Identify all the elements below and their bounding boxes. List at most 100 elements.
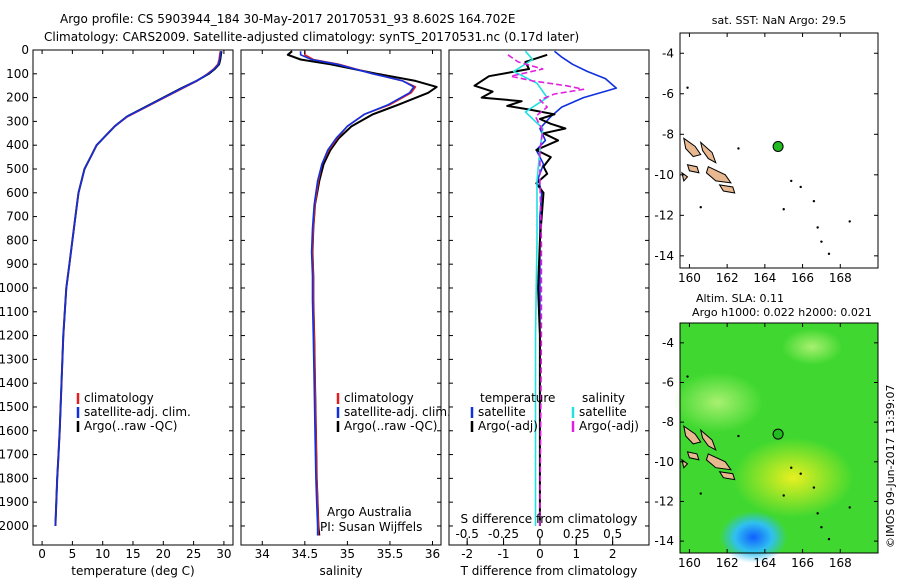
map-bottom-lat-tick-label: -6 xyxy=(662,375,674,389)
map-top-islet xyxy=(848,220,851,223)
depth-tick-label: 1400 xyxy=(0,376,29,390)
salinity-x-tick-label: 35 xyxy=(340,547,355,561)
depth-tick-label: 2000 xyxy=(0,519,29,533)
map-top-lon-tick-label: 162 xyxy=(716,271,739,285)
temperature-x-axis-label: temperature (deg C) xyxy=(71,564,194,578)
difference-legend-title-t: temperature xyxy=(480,391,555,405)
map-bottom-island xyxy=(686,451,700,461)
difference-t-tick-label: -1 xyxy=(498,547,510,561)
map-bottom-lat-tick-label: -10 xyxy=(654,455,674,469)
salinity-x-axis-label: salinity xyxy=(319,564,362,578)
map-top-island xyxy=(681,171,689,182)
salinity-series-line-2 xyxy=(299,51,415,536)
map-bottom-islet xyxy=(699,492,702,495)
map-bottom-islet xyxy=(686,375,689,378)
header-line-1: Argo profile: CS 5903944_184 30-May-2017… xyxy=(60,12,516,26)
depth-tick-label: 100 xyxy=(6,67,29,81)
map-top-lat-tick-label: -14 xyxy=(654,249,674,263)
temperature-x-tick-label: 20 xyxy=(156,547,171,561)
depth-tick-label: 1000 xyxy=(0,281,29,295)
map-top-lon-tick-label: 160 xyxy=(678,271,701,285)
depth-tick-label: 1500 xyxy=(0,400,29,414)
map-bottom-island xyxy=(718,471,736,481)
map-bottom-islet xyxy=(782,494,785,497)
map-top-islet xyxy=(737,147,740,150)
map-bottom-islet xyxy=(812,486,816,489)
salinity-x-tick-label: 34.5 xyxy=(291,547,318,561)
map-bottom-islet xyxy=(816,512,819,515)
salinity-series-line-1 xyxy=(303,51,417,536)
difference-s-legend-label: satellite xyxy=(579,405,627,419)
difference-t-legend-label: satellite xyxy=(478,405,526,419)
salinity-legend-label: satellite-adj. clim. xyxy=(344,405,451,419)
map-top-islet xyxy=(782,208,785,211)
map-bottom-lat-tick-label: -14 xyxy=(654,534,674,548)
difference-s-tick-label: -0.5 xyxy=(455,527,478,541)
map-top-lat-tick-label: -6 xyxy=(662,87,674,101)
difference-s-tick-label: 0.25 xyxy=(563,527,590,541)
difference-t-tick-label: 1 xyxy=(572,547,580,561)
map-bottom-frame xyxy=(679,322,879,554)
map-top-islet xyxy=(816,226,819,229)
difference-s-tick-label: -0.25 xyxy=(488,527,519,541)
map-bottom-islet xyxy=(848,506,851,509)
map-bottom-lat-tick-label: -8 xyxy=(662,415,674,429)
temperature-legend-label: climatology xyxy=(84,391,154,405)
map-top-islet xyxy=(790,179,793,183)
timestamp: ©IMOS 09-Jun-2017 13:39:07 xyxy=(884,384,897,548)
depth-tick-label: 500 xyxy=(6,162,29,176)
difference-series-line-3 xyxy=(507,54,585,527)
depth-tick-label: 1300 xyxy=(0,352,29,366)
map-bottom-lat-tick-label: -4 xyxy=(662,336,674,350)
map-bottom-title-line-1: Altim. SLA: 0.11 xyxy=(696,292,784,305)
map-top-islet xyxy=(820,240,823,243)
map-top-lat-tick-label: -12 xyxy=(654,208,674,222)
salinity-legend-label: climatology xyxy=(344,391,414,405)
depth-tick-label: 600 xyxy=(6,186,29,200)
difference-s-tick-label: 0 xyxy=(536,527,544,541)
depth-tick-label: 200 xyxy=(6,91,29,105)
map-top-frame xyxy=(679,32,879,269)
difference-plot-frame xyxy=(448,49,650,546)
depth-tick-label: 0 xyxy=(21,43,29,57)
temperature-plot-frame xyxy=(32,49,234,546)
map-top-lon-tick-label: 168 xyxy=(829,271,852,285)
difference-t-tick-label: -2 xyxy=(461,547,473,561)
depth-tick-label: 800 xyxy=(6,233,29,247)
salinity-plot-frame xyxy=(240,49,442,546)
temperature-series-line-0 xyxy=(54,51,223,527)
map-bottom-islet xyxy=(799,472,802,475)
depth-tick-label: 1700 xyxy=(0,448,29,462)
salinity-x-tick-label: 36 xyxy=(425,547,440,561)
difference-t-tick-label: 2 xyxy=(609,547,617,561)
salinity-x-tick-label: 34 xyxy=(255,547,270,561)
map-bottom-islet xyxy=(737,434,740,438)
depth-tick-label: 1800 xyxy=(0,471,29,485)
salinity-credit-line-1: Argo Australia xyxy=(327,505,412,519)
depth-tick-label: 400 xyxy=(6,138,29,152)
map-top-island xyxy=(683,137,702,158)
map-bottom-lon-tick-label: 160 xyxy=(678,556,701,570)
difference-series-line-1 xyxy=(473,53,567,526)
map-bottom-lon-tick-label: 162 xyxy=(716,556,739,570)
difference-series-line-2 xyxy=(512,50,549,526)
map-bottom-lat-tick-label: -12 xyxy=(654,494,674,508)
map-bottom-lon-tick-label: 164 xyxy=(753,556,776,570)
temperature-series-line-2 xyxy=(54,51,222,527)
map-bottom-sla-light xyxy=(672,372,763,433)
map-bottom-islet xyxy=(790,466,793,469)
temperature-x-tick-label: 15 xyxy=(125,547,140,561)
map-bottom-island xyxy=(699,428,717,451)
map-top-lat-tick-label: -10 xyxy=(654,168,674,182)
map-top-float-marker xyxy=(772,140,784,152)
map-bottom-island xyxy=(705,453,732,471)
temperature-x-tick-label: 5 xyxy=(69,547,77,561)
map-bottom-sla-light xyxy=(782,328,842,365)
map-top-lon-tick-label: 164 xyxy=(753,271,776,285)
map-top-title: sat. SST: NaN Argo: 29.5 xyxy=(712,14,846,27)
temperature-x-tick-label: 0 xyxy=(38,547,46,561)
map-bottom-island xyxy=(683,424,702,445)
map-bottom-lon-tick-label: 166 xyxy=(791,556,814,570)
temperature-x-tick-label: 25 xyxy=(186,547,201,561)
